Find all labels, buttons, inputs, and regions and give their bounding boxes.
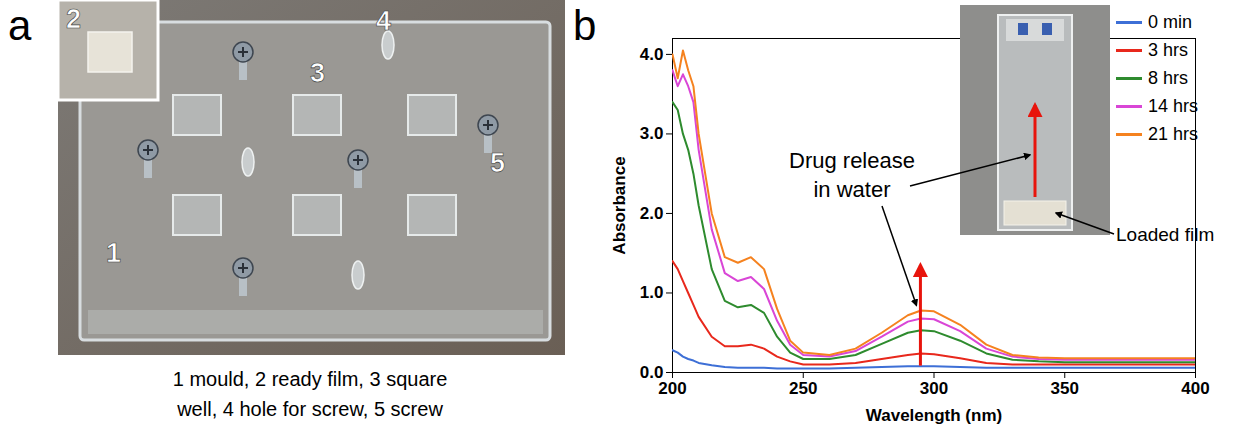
svg-text:0.0: 0.0	[639, 362, 664, 382]
svg-text:4: 4	[376, 6, 391, 36]
svg-text:Drug release: Drug release	[789, 148, 915, 173]
svg-text:250: 250	[789, 379, 817, 398]
html-text:a: a	[8, 2, 32, 49]
html-text:1 mould, 2 ready film, 3 squar: 1 mould, 2 ready film, 3 square	[172, 368, 448, 390]
html-text:3 hrs: 3 hrs	[1148, 39, 1188, 60]
svg-text:3: 3	[310, 58, 325, 88]
html-text:21 hrs: 21 hrs	[1148, 123, 1198, 144]
svg-text:1.0: 1.0	[640, 283, 664, 302]
svg-text:in water: in water	[813, 177, 890, 202]
svg-text:2: 2	[66, 4, 81, 34]
html-text:well, 4 hole for screw, 5 scre: well, 4 hole for screw, 5 screw	[177, 398, 443, 420]
html-text:0 min: 0 min	[1148, 11, 1192, 32]
svg-text:1: 1	[106, 238, 121, 268]
svg-text:2.0: 2.0	[640, 204, 664, 223]
svg-text:200: 200	[658, 379, 686, 398]
svg-text:Loaded film: Loaded film	[1116, 224, 1214, 245]
html-text:8 hrs: 8 hrs	[1148, 67, 1188, 88]
svg-text:350: 350	[1051, 379, 1079, 398]
svg-text:3.0: 3.0	[640, 124, 664, 143]
html-text:b: b	[573, 2, 597, 49]
svg-text:4.0: 4.0	[640, 45, 664, 64]
svg-text:5: 5	[490, 148, 505, 178]
html-text:14 hrs: 14 hrs	[1148, 95, 1198, 116]
svg-text:400: 400	[1181, 379, 1209, 398]
svg-text:300: 300	[920, 379, 948, 398]
svg-text:Wavelength (nm): Wavelength (nm)	[866, 406, 1002, 425]
svg-text:Absorbance: Absorbance	[610, 156, 629, 254]
